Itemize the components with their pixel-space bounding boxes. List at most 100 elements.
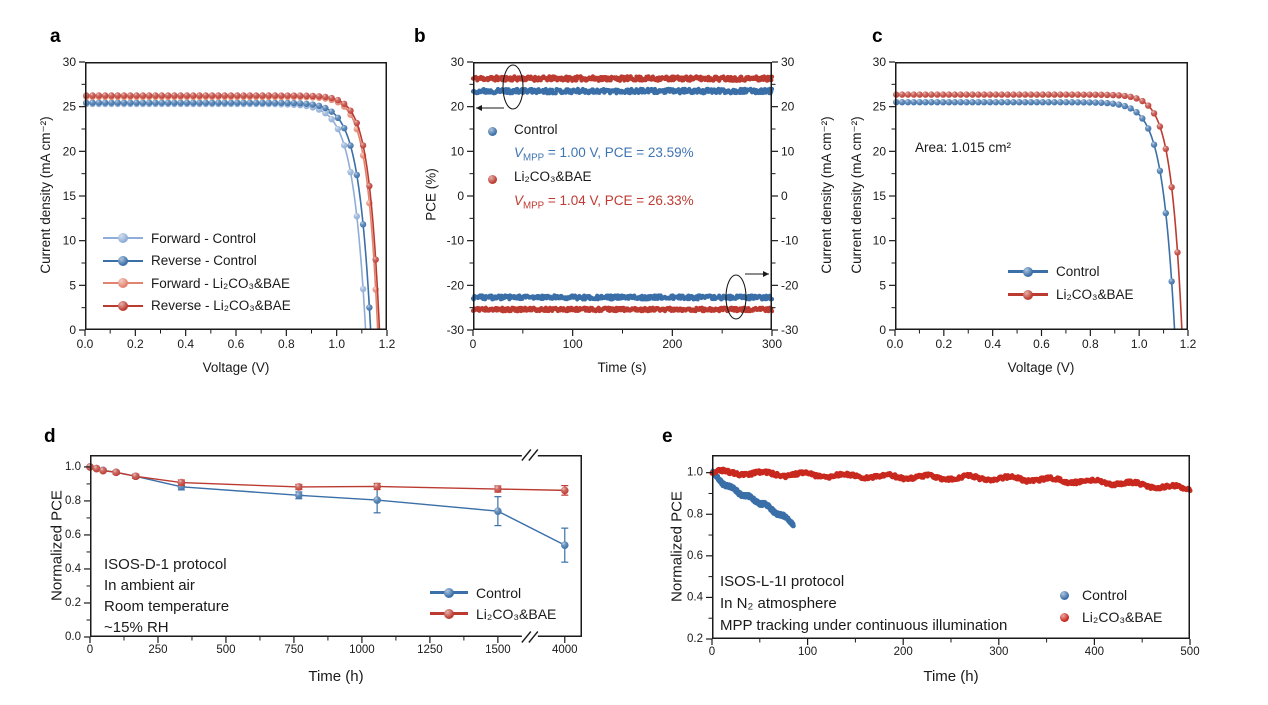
x-tick-label: 0.2 — [935, 337, 952, 351]
legend-item: Control — [430, 582, 556, 603]
note-line: Room temperature — [104, 598, 230, 615]
vmpp-symbol: V — [514, 145, 524, 160]
y-tick-label: 20 — [451, 100, 465, 114]
y-tick-label: 15 — [63, 189, 77, 203]
panel-d-label: d — [44, 426, 56, 447]
legend-label: Control — [1056, 264, 1100, 279]
legend-item: Forward - Li₂CO₃&BAE — [103, 272, 291, 295]
y-tick-label: 0.0 — [65, 631, 81, 643]
y-tick-label: -30 — [447, 323, 465, 337]
x-tick-label: 1.0 — [1131, 337, 1148, 351]
marker-dot — [118, 255, 128, 266]
panel-e-label: e — [662, 426, 673, 447]
y-tick-label: 0.8 — [687, 508, 703, 520]
y-tick-label: 0 — [457, 189, 464, 203]
vmpp-symbol: V — [514, 193, 524, 208]
marker-dot — [118, 278, 128, 289]
y-tick-label: 0 — [879, 323, 886, 337]
y-tick-label-right: -20 — [781, 278, 799, 292]
y-tick-label: 1.0 — [687, 467, 703, 479]
y-tick-label: 15 — [873, 189, 887, 203]
x-tick-label: 200 — [894, 646, 913, 658]
series-li-co-bae — [709, 466, 1193, 494]
y-tick-label: 0.2 — [65, 597, 81, 609]
area-annotation: Area: 1.015 cm² — [915, 140, 1012, 155]
series-reverse-control — [83, 99, 373, 331]
legend-label: Li₂CO₃&BAE — [1082, 609, 1163, 625]
x-tick-label: 0.6 — [228, 337, 245, 351]
marker-dot — [444, 587, 454, 598]
y-tick-label-right: -10 — [781, 234, 799, 248]
x-tick-label: 750 — [284, 644, 303, 656]
panel-d-legend: Control Li₂CO₃&BAE — [430, 582, 556, 624]
y-tick-label: 10 — [873, 234, 887, 248]
series-li-co-bae — [893, 91, 1183, 331]
x-tick-label: 200 — [662, 337, 682, 351]
legend-label: Control — [1082, 587, 1128, 603]
treated-annotation-label: Li₂CO₃&BAE — [514, 169, 592, 184]
x-tick-label: 4000 — [552, 644, 578, 656]
x-tick-label: 500 — [1180, 646, 1199, 658]
series-reverse-li-co-bae — [83, 92, 381, 331]
panel-a-legend: Forward - Control Reverse - Control Forw… — [103, 227, 291, 317]
legend-item: Control — [1060, 584, 1162, 606]
control-annotation-label: Control — [514, 122, 558, 137]
legend-label: Forward - Control — [151, 230, 257, 246]
x-tick-label: 0.4 — [984, 337, 1001, 351]
marker-dot — [118, 300, 128, 311]
y-tick-label: -10 — [447, 234, 465, 248]
series-li-co-bae — [86, 463, 569, 496]
y-tick-label-right: 20 — [781, 100, 795, 114]
marker-dot — [444, 608, 454, 619]
y-tick-label: 10 — [451, 144, 465, 158]
x-tick-label: 0 — [470, 337, 477, 351]
y-tick-label: 20 — [63, 144, 77, 158]
panel-b-left-y-axis-title: PCE (%) — [423, 168, 439, 221]
x-tick-label: 0 — [87, 644, 93, 656]
legend-swatch — [103, 233, 143, 244]
legend-item: Reverse - Control — [103, 250, 291, 273]
panel-e-plot: 0 100 200 300 400 500 0.2 0.4 0.6 0.8 1.0 — [687, 455, 1200, 658]
x-tick-label: 0.0 — [77, 337, 94, 351]
y-tick-label: -20 — [447, 278, 465, 292]
vmpp-subscript: MPP — [523, 152, 545, 164]
y-tick-label: 10 — [63, 234, 77, 248]
panel-e-protocol-notes: ISOS-L-1I protocol In N₂ atmosphere MPP … — [720, 571, 1007, 637]
legend-label: Control — [476, 584, 522, 601]
legend-swatch — [1060, 590, 1069, 600]
panel-a-plot: 0.0 0.2 0.4 0.6 0.8 1.0 1.2 0 5 10 15 20 25 30 — [63, 55, 396, 351]
panel-c-legend: Control Li₂CO₃&BAE — [1008, 260, 1134, 306]
treated-vmpp-annotation: VMPP = 1.04 V, PCE = 26.33% — [514, 193, 694, 212]
series-li-co-bae-pce- — [470, 74, 775, 83]
panel-d-plot: 0 250 500 750 1000 1250 1500 4000 0.0 0.2 0.4 0.6 0.… — [65, 449, 582, 656]
x-tick-label: 1500 — [485, 644, 511, 656]
y-tick-label: 25 — [873, 100, 887, 114]
panel-a-x-axis-title: Voltage (V) — [202, 360, 270, 375]
series-control — [86, 463, 569, 563]
legend-label: Li₂CO₃&BAE — [476, 605, 557, 622]
panel-c-x-axis-title: Voltage (V) — [1007, 360, 1075, 375]
y-tick-label: 0.4 — [65, 563, 82, 575]
x-tick-label: 300 — [762, 337, 782, 351]
legend-item: Li₂CO₃&BAE — [1060, 606, 1162, 628]
y-tick-label: 30 — [63, 55, 77, 69]
y-tick-label-right: 10 — [781, 144, 795, 158]
x-tick-label: 1.0 — [328, 337, 345, 351]
vmpp-value: = 1.00 V, PCE = 23.59% — [544, 145, 694, 160]
y-tick-label: 5 — [879, 278, 886, 292]
legend-swatch — [430, 587, 468, 598]
x-tick-label: 0.4 — [177, 337, 194, 351]
y-tick-label: 20 — [873, 144, 887, 158]
series-control — [893, 99, 1176, 331]
note-line: In ambient air — [104, 577, 195, 594]
legend-swatch — [103, 300, 143, 311]
control-vmpp-annotation: VMPP = 1.00 V, PCE = 23.59% — [514, 145, 694, 164]
y-tick-label: 0.4 — [687, 591, 704, 603]
control-marker-dot — [488, 127, 497, 136]
panel-e-legend: Control Li₂CO₃&BAE — [1060, 584, 1162, 628]
axis-indicator-ellipse — [725, 274, 747, 320]
legend-swatch — [103, 278, 143, 289]
series-control-pce- — [470, 86, 775, 96]
y-tick-label-right: 30 — [781, 55, 795, 69]
y-tick-label: 5 — [69, 278, 76, 292]
